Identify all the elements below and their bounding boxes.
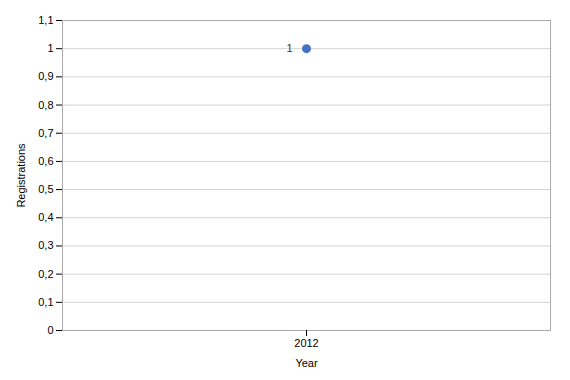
svg-text:0,8: 0,8 <box>38 99 53 111</box>
svg-text:1,1: 1,1 <box>38 14 53 26</box>
svg-text:0,2: 0,2 <box>38 268 53 280</box>
svg-text:0,5: 0,5 <box>38 183 53 195</box>
svg-text:0,9: 0,9 <box>38 70 53 82</box>
svg-text:0,1: 0,1 <box>38 296 53 308</box>
svg-text:1: 1 <box>47 42 53 54</box>
svg-text:2012: 2012 <box>294 337 318 349</box>
svg-text:0,6: 0,6 <box>38 155 53 167</box>
svg-text:0: 0 <box>47 324 53 336</box>
svg-text:0,7: 0,7 <box>38 127 53 139</box>
svg-text:Registrations: Registrations <box>15 143 27 208</box>
svg-text:0,4: 0,4 <box>38 211 53 223</box>
svg-text:0,3: 0,3 <box>38 239 53 251</box>
svg-text:Year: Year <box>295 357 318 369</box>
svg-text:1: 1 <box>286 42 292 54</box>
